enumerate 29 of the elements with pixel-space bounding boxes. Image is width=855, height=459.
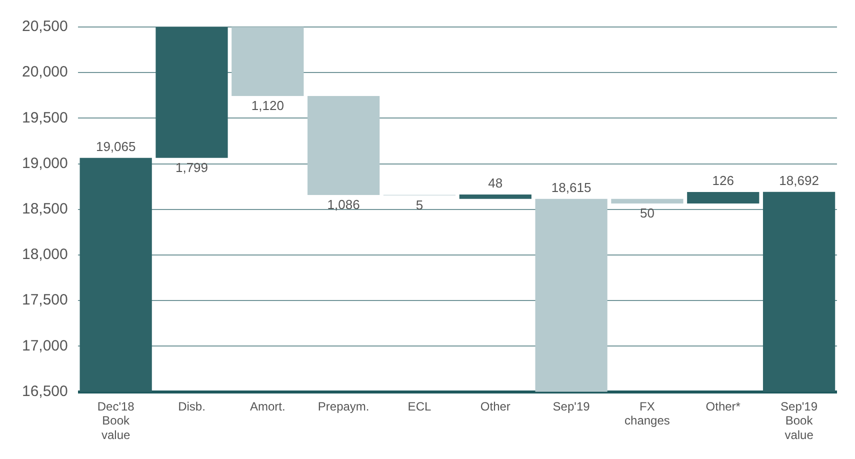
x-tick-label: FX changes <box>624 399 670 428</box>
data-label: 48 <box>488 176 503 191</box>
data-label: 50 <box>640 206 654 221</box>
data-label: 18,692 <box>779 172 819 188</box>
y-tick-label: 19,500 <box>22 109 68 126</box>
data-label: 18,615 <box>551 180 592 195</box>
y-tick-label: 20,000 <box>22 64 68 81</box>
data-label: 5 <box>416 197 424 212</box>
x-tick-label: Disb. <box>178 399 206 414</box>
x-tick-label: Sep'19 Book value <box>780 399 818 442</box>
x-tick-label: Other* <box>706 399 741 414</box>
y-tick-label: 18,500 <box>22 200 68 218</box>
y-tick-label: 17,000 <box>22 337 68 354</box>
x-tick-label: Dec'18 Book value <box>97 399 135 442</box>
data-label: 19,065 <box>96 138 136 154</box>
x-tick-label: Other <box>480 399 510 414</box>
y-tick-label: 20,500 <box>22 18 68 36</box>
data-label: 1,120 <box>251 98 284 114</box>
x-tick-label: Sep'19 <box>552 399 590 414</box>
data-label: 126 <box>712 173 734 188</box>
data-label: 1,086 <box>327 197 360 212</box>
y-tick-label: 16,500 <box>22 382 68 400</box>
x-tick-label: Prepaym. <box>318 399 370 414</box>
y-tick-label: 17,500 <box>22 292 68 309</box>
x-tick-label: ECL <box>408 399 432 414</box>
x-tick-label: Amort. <box>250 399 286 414</box>
data-label: 1,799 <box>175 160 208 175</box>
y-tick-label: 19,000 <box>22 154 68 172</box>
y-tick-label: 18,000 <box>22 246 68 264</box>
